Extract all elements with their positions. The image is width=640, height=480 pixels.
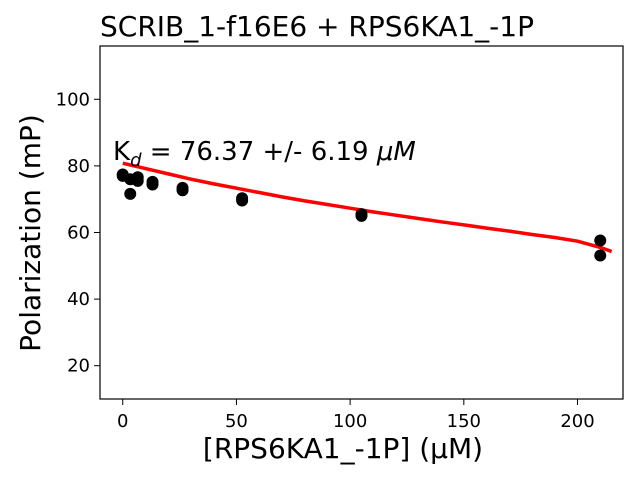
kd-symbol: K	[113, 137, 131, 167]
data-point	[124, 187, 137, 200]
kd-subscript: d	[130, 150, 142, 171]
x-tick-label: 50	[225, 411, 248, 432]
x-axis-ticks: 0 50 100 150 200	[117, 399, 595, 432]
data-point	[355, 209, 368, 222]
data-point	[594, 249, 607, 262]
plot-marks	[116, 161, 613, 262]
chart-title: SCRIB_1-f16E6 + RPS6KA1_-1P	[100, 10, 534, 43]
y-tick-label: 60	[67, 222, 90, 243]
fit-curve	[122, 161, 613, 254]
data-point	[146, 178, 159, 191]
data-point	[131, 174, 144, 187]
x-tick-label: 150	[447, 411, 481, 432]
x-tick-label: 200	[560, 411, 594, 432]
y-tick-label: 40	[67, 289, 90, 310]
data-point	[236, 194, 249, 207]
y-axis-label: Polarization (mP)	[14, 114, 47, 352]
y-tick-label: 20	[67, 356, 90, 377]
plot-frame	[99, 45, 624, 400]
y-tick-label: 80	[67, 156, 90, 177]
kd-unit: μM	[376, 137, 416, 167]
kd-value: = 76.37 +/- 6.19	[142, 137, 377, 167]
x-axis-label: [RPS6KA1_-1P] (μM)	[203, 432, 483, 465]
y-tick-label: 100	[56, 89, 90, 110]
x-tick-label: 100	[333, 411, 367, 432]
kd-annotation: Kd = 76.37 +/- 6.19 μM	[113, 137, 416, 171]
data-point	[594, 234, 607, 247]
data-point	[176, 184, 189, 197]
y-axis-ticks: 20 40 60 80 100	[56, 89, 100, 377]
x-tick-label: 0	[117, 411, 128, 432]
